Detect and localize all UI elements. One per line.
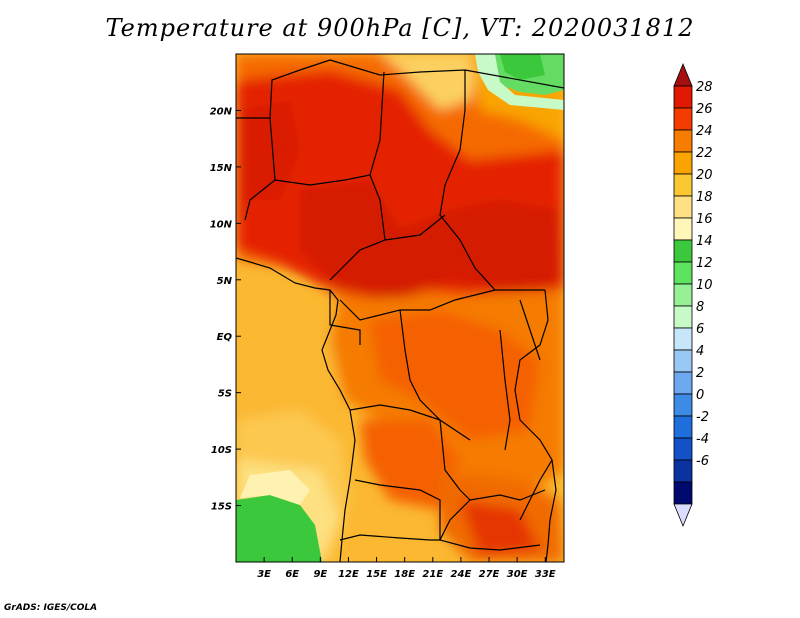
colorbar-label: -6 xyxy=(696,454,709,469)
longitude-axis: 3E 6E 9E 12E 15E 18E 21E 24E 27E 30E 33E xyxy=(257,557,556,580)
colorbar-label: 28 xyxy=(696,80,713,95)
colorbar-label: 18 xyxy=(696,190,713,205)
y-tick-label: 5S xyxy=(218,389,232,400)
colorbar-swatch xyxy=(673,129,693,153)
x-tick-label: 21E xyxy=(422,569,443,580)
colorbar-label: 10 xyxy=(696,278,713,293)
x-tick-label: 15E xyxy=(366,569,387,580)
temperature-field xyxy=(236,54,564,562)
colorbar-top-arrow xyxy=(673,62,693,87)
colorbar-label: 24 xyxy=(696,124,713,139)
colorbar-swatch xyxy=(673,481,693,505)
colorbar-label: 16 xyxy=(696,212,713,227)
y-tick-label: 15N xyxy=(210,163,233,174)
grads-credit: GrADS: IGES/COLA xyxy=(4,603,98,613)
colorbar-label: 4 xyxy=(696,344,704,359)
y-tick-label: 10S xyxy=(211,445,232,456)
colorbar-swatch xyxy=(673,437,693,461)
colorbar-swatch xyxy=(673,173,693,197)
x-tick-label: 27E xyxy=(479,569,500,580)
colorbar-swatch xyxy=(673,415,693,439)
colorbar-label: 2 xyxy=(696,366,704,381)
colorbar-swatch xyxy=(673,107,693,131)
colorbar-swatch xyxy=(673,371,693,395)
map-frame xyxy=(235,53,565,563)
colorbar-swatch xyxy=(673,151,693,175)
colorbar-label: 14 xyxy=(696,234,713,249)
colorbar-label: 0 xyxy=(696,388,704,403)
colorbar-swatch xyxy=(673,327,693,351)
colorbar-swatch xyxy=(673,305,693,329)
x-tick-label: 24E xyxy=(451,569,472,580)
colorbar-label: 6 xyxy=(696,322,704,337)
colorbar-swatch xyxy=(673,393,693,417)
x-tick-label: 6E xyxy=(285,569,299,580)
colorbar-swatch xyxy=(673,217,693,241)
colorbar-swatch xyxy=(673,239,693,263)
x-tick-label: 18E xyxy=(394,569,415,580)
colorbar-swatch xyxy=(673,459,693,483)
y-tick-label: 15S xyxy=(211,502,232,513)
x-tick-label: 30E xyxy=(507,569,528,580)
x-tick-label: 33E xyxy=(535,569,556,580)
colorbar-label: 20 xyxy=(696,168,713,183)
colorbar-label: 26 xyxy=(696,102,713,117)
colorbar-swatch xyxy=(673,261,693,285)
colorbar-swatch xyxy=(673,85,693,109)
coastlines-borders xyxy=(236,59,564,562)
colorbar-bottom-arrow xyxy=(673,503,693,528)
colorbar-label: 12 xyxy=(696,256,713,271)
x-tick-label: 12E xyxy=(338,569,359,580)
y-tick-label: 20N xyxy=(210,106,233,117)
chart-title: Temperature at 900hPa [C], VT: 202003181… xyxy=(105,14,695,42)
colorbar-label: -4 xyxy=(696,432,709,447)
colorbar-swatch xyxy=(673,283,693,307)
colorbar-label: 22 xyxy=(696,146,713,161)
latitude-axis: 20N 15N 10N 5N EQ 5S 10S 15S xyxy=(210,106,241,513)
colorbar-label: -2 xyxy=(696,410,709,425)
y-tick-label: 5N xyxy=(217,276,233,287)
y-tick-label: 10N xyxy=(210,219,233,230)
x-tick-label: 3E xyxy=(257,569,271,580)
colorbar-swatch xyxy=(673,349,693,373)
y-tick-label: EQ xyxy=(217,332,233,343)
colorbar-label: 8 xyxy=(696,300,704,315)
colorbar-swatch xyxy=(673,195,693,219)
x-tick-label: 9E xyxy=(313,569,327,580)
